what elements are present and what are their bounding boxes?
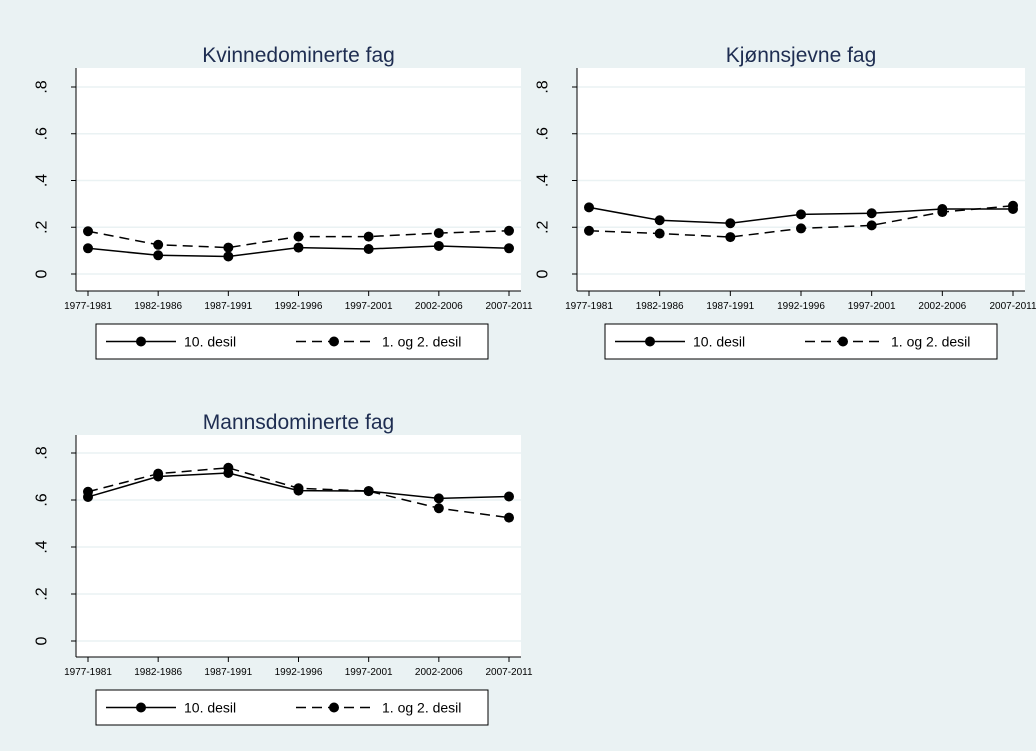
legend-label: 1. og 2. desil: [382, 700, 461, 716]
y-tick-label: .4: [34, 174, 51, 187]
chart-title: Mannsdominerte fag: [203, 411, 394, 434]
legend: 10. desil 1. og 2. desil: [604, 323, 998, 360]
data-point: [223, 251, 234, 262]
data-point: [1008, 200, 1018, 211]
legend: 10. desil 1. og 2. desil: [95, 689, 489, 726]
data-point: [293, 242, 304, 253]
data-point: [153, 468, 164, 479]
data-point: [654, 228, 665, 239]
data-point: [363, 243, 374, 254]
data-point: [223, 462, 234, 473]
data-point: [654, 215, 665, 226]
chart-title: Kvinnedominerte fag: [202, 44, 395, 67]
data-point: [866, 220, 877, 231]
y-tick-label: .4: [535, 174, 552, 187]
data-point: [153, 239, 164, 250]
x-tick-label: 1982-1986: [134, 301, 182, 312]
legend-marker: [136, 702, 146, 713]
data-point: [796, 223, 806, 234]
data-point: [83, 486, 93, 497]
y-tick-label: .2: [34, 587, 51, 600]
legend-marker: [329, 702, 339, 713]
data-point: [504, 225, 514, 236]
plot-area: [577, 68, 1025, 291]
data-point: [504, 491, 514, 502]
legend-label: 10. desil: [184, 334, 236, 350]
y-tick-label: .6: [34, 493, 51, 506]
legend-label: 10. desil: [693, 334, 745, 350]
x-tick-label: 1977-1981: [64, 301, 112, 312]
data-point: [433, 503, 444, 514]
x-tick-label: 1987-1991: [706, 301, 754, 312]
y-tick-label: .8: [34, 80, 51, 93]
x-tick-label: 1997-2001: [848, 301, 896, 312]
x-tick-label: 2007-2011: [989, 301, 1036, 312]
legend-marker: [329, 336, 339, 347]
chart-title: Kjønnsjevne fag: [726, 44, 877, 67]
x-tick-label: 1997-2001: [345, 667, 393, 678]
data-point: [433, 228, 444, 239]
data-point: [796, 209, 806, 220]
x-tick-label: 2002-2006: [415, 667, 463, 678]
y-tick-label: .8: [34, 446, 51, 459]
plot-area: [76, 435, 521, 657]
x-tick-label: 2007-2011: [485, 667, 533, 678]
x-tick-label: 1992-1996: [275, 667, 323, 678]
x-tick-label: 1977-1981: [64, 667, 112, 678]
legend-marker: [838, 336, 848, 347]
x-tick-label: 2002-2006: [415, 301, 463, 312]
data-point: [504, 512, 514, 523]
x-tick-label: 2007-2011: [485, 301, 533, 312]
data-point: [83, 226, 93, 237]
x-tick-label: 1982-1986: [636, 301, 684, 312]
data-point: [363, 486, 374, 497]
legend-label: 1. og 2. desil: [891, 334, 970, 350]
y-tick-label: .2: [535, 220, 552, 233]
legend-marker: [645, 336, 655, 347]
x-tick-label: 1987-1991: [204, 301, 252, 312]
y-tick-label: 0: [34, 269, 51, 278]
data-point: [725, 218, 736, 229]
x-tick-label: 1997-2001: [345, 301, 393, 312]
legend-label: 1. og 2. desil: [382, 334, 461, 350]
data-point: [433, 240, 444, 251]
y-tick-label: .6: [535, 127, 552, 140]
y-tick-label: .8: [535, 80, 552, 93]
data-point: [83, 243, 93, 254]
data-point: [937, 207, 948, 218]
y-tick-label: .6: [34, 127, 51, 140]
data-point: [293, 483, 304, 494]
data-point: [584, 225, 594, 236]
data-point: [504, 243, 514, 254]
legend-marker: [136, 336, 146, 347]
chart-panel-3: Mannsdominerte fag 0 .2 .4 .6 .8 1977-1981 1982…: [34, 411, 533, 726]
x-tick-label: 1987-1991: [204, 667, 252, 678]
data-point: [293, 231, 304, 242]
x-tick-label: 1982-1986: [134, 667, 182, 678]
legend: 10. desil 1. og 2. desil: [95, 323, 489, 360]
y-tick-label: 0: [34, 636, 51, 645]
data-point: [223, 242, 234, 253]
plot-area: [76, 68, 521, 291]
x-tick-label: 2002-2006: [918, 301, 966, 312]
data-point: [433, 493, 444, 504]
legend-label: 10. desil: [184, 700, 236, 716]
x-tick-label: 1992-1996: [275, 301, 323, 312]
x-tick-label: 1992-1996: [777, 301, 825, 312]
chart-panel-1: Kvinnedominerte fag 0 .2 .4 .6 .8 1977-1981 198…: [34, 44, 533, 360]
data-point: [153, 250, 164, 261]
y-tick-label: 0: [535, 269, 552, 278]
data-point: [363, 231, 374, 242]
x-tick-label: 1977-1981: [565, 301, 613, 312]
data-point: [725, 232, 736, 243]
data-point: [584, 202, 594, 213]
y-tick-label: .2: [34, 220, 51, 233]
y-tick-label: .4: [34, 540, 51, 553]
data-point: [866, 208, 877, 219]
chart-panel-2: Kjønnsjevne fag 0 .2 .4 .6 .8 1977-1981 1982-19…: [535, 44, 1036, 360]
